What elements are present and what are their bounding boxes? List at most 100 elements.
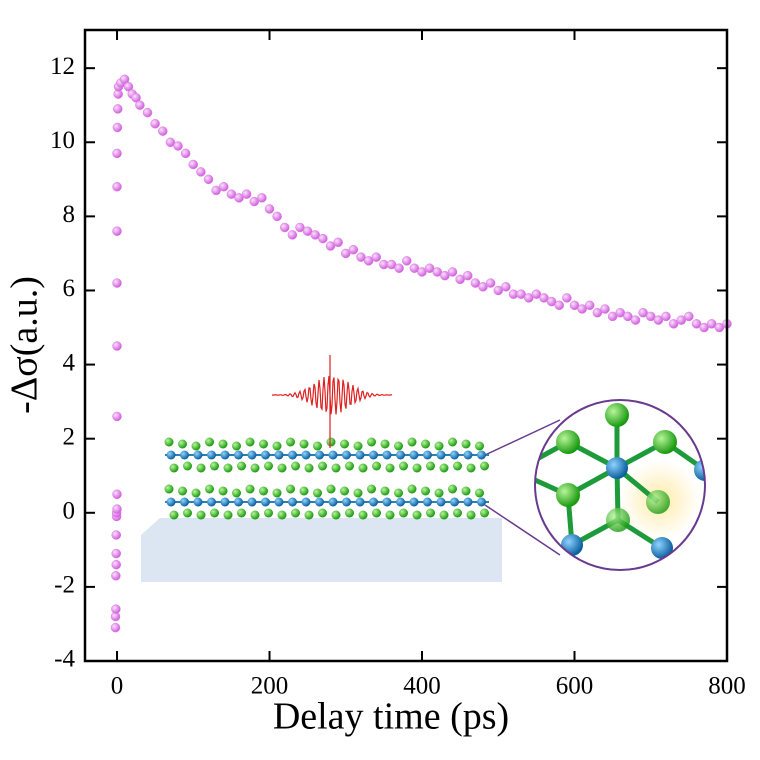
atom [342, 450, 351, 460]
atom [164, 484, 174, 494]
atom [234, 497, 243, 507]
atom [304, 510, 314, 520]
data-point [112, 122, 123, 133]
atom [274, 497, 284, 507]
atom [463, 450, 473, 460]
plot-area [85, 30, 732, 662]
atom [205, 484, 214, 494]
atom [237, 508, 246, 518]
atom [264, 508, 273, 518]
atom [396, 497, 405, 507]
data-point [684, 311, 694, 322]
atom [261, 497, 270, 507]
data-point [493, 285, 504, 296]
data-point [113, 104, 123, 114]
data-point [585, 300, 595, 311]
data-point [516, 289, 526, 299]
atom [232, 488, 241, 498]
data-point [234, 193, 244, 203]
atom [180, 450, 189, 460]
atom [421, 486, 430, 496]
atom [328, 450, 338, 460]
y-tick-label: -2 [54, 572, 75, 599]
atom [277, 510, 287, 520]
data-point [158, 126, 168, 136]
data-point [524, 293, 534, 303]
atom [326, 437, 336, 447]
data-point [180, 148, 191, 159]
atom [421, 439, 430, 449]
atom [342, 497, 351, 507]
atom [291, 508, 300, 518]
atom [180, 497, 189, 507]
atom [178, 486, 187, 496]
data-point [661, 311, 671, 322]
atom [453, 461, 462, 471]
data-point [112, 181, 122, 192]
data-point [463, 270, 473, 281]
x-axis-label: Delay time (ps) [273, 696, 509, 738]
atom [463, 497, 473, 507]
atom [247, 497, 257, 507]
data-point [668, 319, 679, 329]
data-point [440, 270, 450, 281]
data-point [111, 530, 122, 540]
atom [475, 488, 484, 498]
atom [453, 508, 462, 518]
y-tick-label: -4 [54, 646, 75, 673]
atom [367, 437, 376, 447]
data-point [676, 315, 687, 325]
data-point [257, 193, 267, 203]
atom [272, 441, 282, 451]
data-point [150, 118, 160, 129]
atom [450, 450, 459, 460]
data-point [310, 230, 321, 240]
atom [436, 497, 446, 507]
atom [164, 437, 174, 447]
atom [369, 450, 378, 460]
atom [169, 463, 179, 473]
data-point [691, 319, 702, 329]
data-point [112, 341, 122, 351]
data-point [112, 411, 122, 422]
y-tick-label: 4 [63, 349, 76, 376]
atom [480, 461, 489, 471]
y-tick-label: 2 [63, 423, 76, 450]
data-point [699, 322, 709, 333]
data-point [348, 244, 359, 255]
atom [183, 508, 192, 518]
y-tick-label: 6 [63, 275, 76, 302]
atom [439, 463, 449, 473]
atom [380, 486, 390, 496]
data-point [394, 263, 404, 273]
atom [288, 450, 297, 460]
atom [396, 450, 405, 460]
atom [331, 463, 341, 473]
atom [372, 461, 381, 471]
atom [288, 497, 297, 507]
data-point [470, 278, 481, 288]
data-point [112, 148, 122, 159]
x-tick-label: 0 [111, 673, 124, 700]
x-tick-label: 200 [251, 673, 289, 700]
atom [380, 439, 390, 449]
atom [355, 450, 365, 460]
data-point [569, 300, 580, 311]
zoom-circle [534, 399, 706, 571]
data-point [646, 311, 656, 322]
atom [313, 441, 322, 451]
data-point [623, 311, 633, 322]
data-point [615, 307, 626, 318]
atom [315, 450, 324, 460]
data-point [165, 137, 176, 148]
data-point [546, 296, 557, 307]
atom [196, 510, 206, 520]
atom [385, 463, 395, 473]
atom [261, 450, 270, 460]
data-point [173, 141, 183, 151]
data-point [341, 248, 351, 259]
atom [210, 508, 219, 518]
atom [450, 497, 459, 507]
atom [237, 461, 246, 471]
